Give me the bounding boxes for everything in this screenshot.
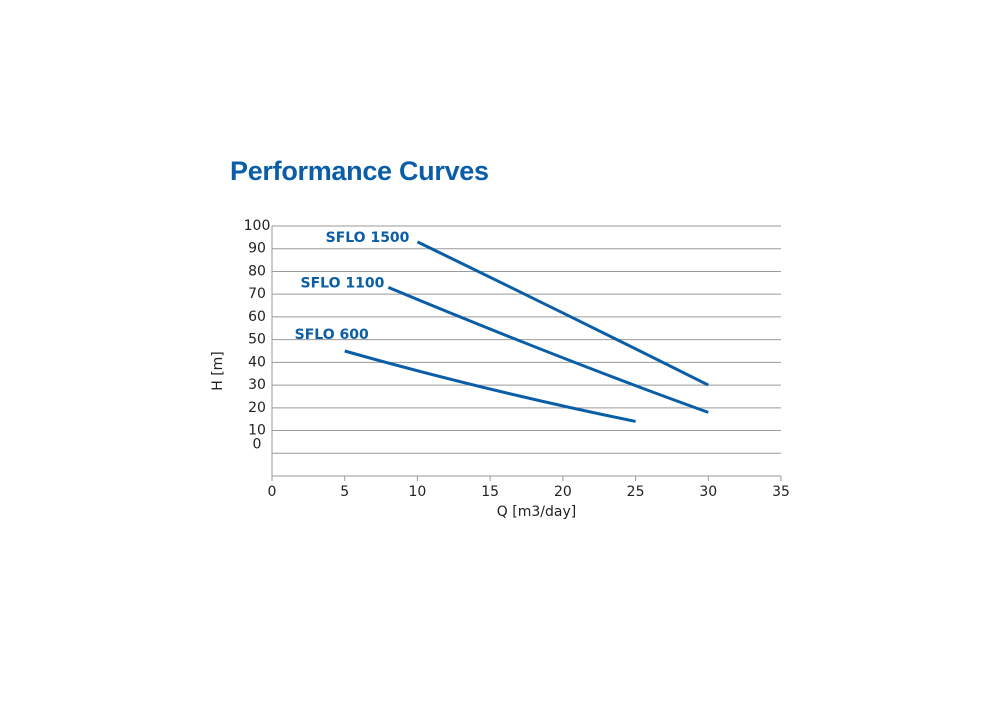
x-tick-label: 20 — [554, 484, 572, 500]
y-tick-label: 100 — [244, 218, 271, 234]
y-tick-label: 30 — [248, 377, 266, 393]
y-tick-label: 70 — [248, 286, 266, 302]
y-axis-label: H [m] — [210, 351, 226, 391]
y-tick-label: 10 — [248, 423, 266, 439]
x-tick-label: 25 — [627, 484, 645, 500]
series-label-sflo-1100: SFLO 1100 — [301, 275, 385, 291]
page-title: Performance Curves — [230, 156, 489, 186]
y-tick-label: 0 — [253, 436, 262, 452]
series-curve-sflo-1500 — [416, 240, 709, 387]
x-tick-label: 15 — [481, 484, 499, 500]
x-tick-label: 30 — [699, 484, 717, 500]
series-curve-sflo-600 — [344, 349, 636, 423]
series-label-sflo-600: SFLO 600 — [295, 327, 369, 343]
y-tick-label: 90 — [248, 241, 266, 257]
y-tick-label: 80 — [248, 263, 266, 279]
series-curve-sflo-1100 — [387, 285, 709, 414]
x-tick-label: 35 — [772, 484, 790, 500]
series-label-sflo-1500: SFLO 1500 — [326, 230, 410, 246]
x-tick-label: 10 — [409, 484, 427, 500]
x-axis-label: Q [m3/day] — [497, 504, 576, 520]
y-tick-label: 20 — [248, 400, 266, 416]
x-tick-label: 5 — [340, 484, 349, 500]
y-tick-label: 40 — [248, 354, 266, 370]
y-tick-label: 60 — [248, 309, 266, 325]
x-tick-label: 0 — [268, 484, 277, 500]
y-tick-label: 50 — [248, 332, 266, 348]
